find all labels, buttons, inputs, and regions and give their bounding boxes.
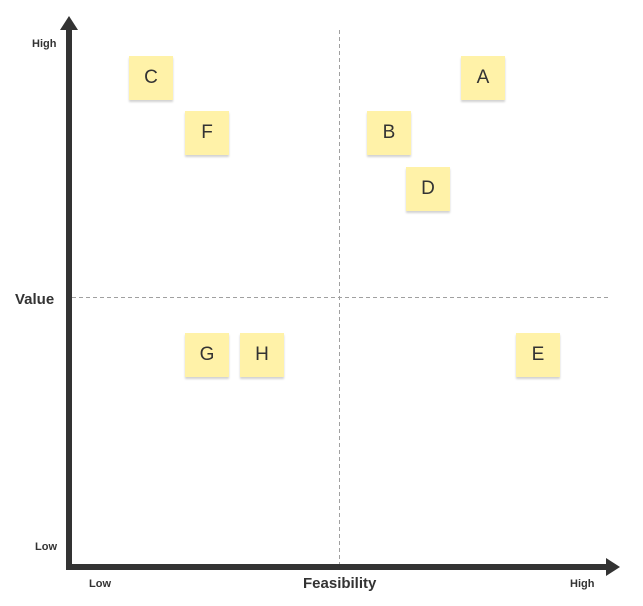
sticky-note-b[interactable]: B [367, 111, 411, 155]
sticky-note-d[interactable]: D [406, 167, 450, 211]
sticky-note-a[interactable]: A [461, 56, 505, 100]
sticky-note-c[interactable]: C [129, 56, 173, 100]
y-axis-low-label: Low [35, 541, 57, 553]
sticky-note-e[interactable]: E [516, 333, 560, 377]
x-axis-title: Feasibility [303, 575, 377, 592]
y-axis-high-label: High [32, 38, 57, 50]
sticky-note-h[interactable]: H [240, 333, 284, 377]
x-axis-arrowhead [606, 558, 620, 576]
x-axis-high-label: High [570, 578, 595, 590]
sticky-note-f[interactable]: F [185, 111, 229, 155]
x-axis-low-label: Low [89, 578, 111, 590]
y-axis-title: Value [15, 291, 55, 308]
y-axis-arrowhead [60, 16, 78, 30]
sticky-note-g[interactable]: G [185, 333, 229, 377]
